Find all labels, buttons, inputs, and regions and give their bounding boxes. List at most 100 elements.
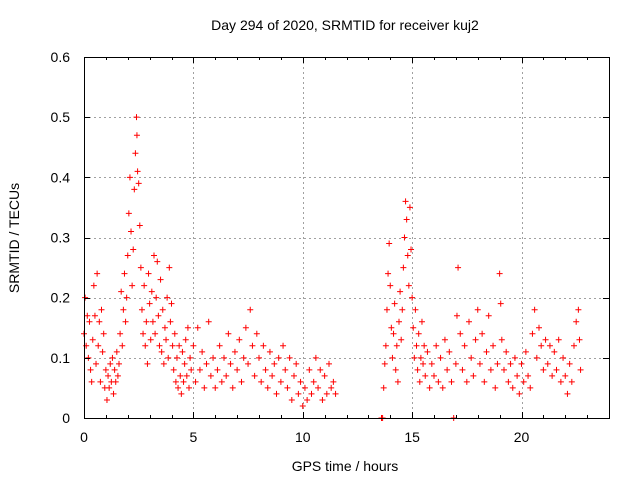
data-point: [463, 378, 470, 385]
data-point: [418, 318, 425, 325]
data-point: [100, 330, 107, 337]
data-point: [85, 354, 92, 361]
data-point: [494, 360, 501, 367]
data-point: [323, 390, 330, 397]
data-point: [426, 384, 433, 391]
data-point: [86, 318, 93, 325]
data-point: [446, 348, 453, 355]
data-point: [147, 336, 154, 343]
data-point: [264, 384, 271, 391]
data-point: [89, 336, 96, 343]
data-point: [288, 396, 295, 403]
data-point: [466, 318, 472, 325]
data-point: [490, 342, 497, 349]
data-point: [117, 330, 124, 337]
data-point: [154, 258, 161, 265]
data-point: [106, 384, 113, 391]
data-point: [133, 132, 140, 139]
data-point: [380, 384, 387, 391]
data-point: [229, 384, 236, 391]
data-point: [533, 354, 540, 361]
data-point: [441, 336, 448, 343]
data-point: [280, 342, 287, 349]
data-point: [266, 348, 273, 355]
data-point: [234, 366, 241, 373]
data-point: [165, 354, 172, 361]
data-point: [553, 366, 560, 373]
data-point: [398, 336, 405, 343]
data-point: [134, 168, 141, 175]
data-point: [133, 114, 140, 121]
data-point: [330, 378, 337, 385]
data-point: [223, 372, 230, 379]
data-point: [116, 360, 122, 367]
data-point: [388, 324, 395, 331]
data-point: [560, 354, 567, 361]
data-point: [536, 324, 542, 331]
data-point: [389, 354, 396, 361]
data-point: [141, 282, 148, 289]
data-point: [497, 300, 504, 307]
data-point: [457, 330, 464, 337]
data-point: [187, 354, 194, 361]
data-point: [249, 342, 256, 349]
data-point: [207, 372, 214, 379]
data-point: [109, 354, 116, 361]
data-point: [164, 294, 171, 301]
data-point: [415, 330, 422, 337]
data-point: [487, 366, 494, 373]
x-tick-labels: 0 5 10 15 20: [80, 429, 529, 445]
data-point: [136, 222, 143, 229]
data-point: [135, 180, 142, 187]
data-point: [152, 330, 159, 337]
data-point: [82, 294, 89, 301]
data-point: [151, 252, 157, 259]
data-point: [121, 270, 128, 277]
data-point: [421, 342, 428, 349]
data-point: [111, 366, 118, 373]
data-point: [256, 354, 262, 361]
data-point: [277, 378, 284, 385]
data-point: [110, 390, 117, 397]
data-point: [516, 390, 523, 397]
x-tick-label: 5: [189, 429, 197, 445]
data-point: [177, 372, 184, 379]
data-point: [126, 174, 133, 181]
x-tick-label: 0: [80, 429, 88, 445]
x-tick-label: 15: [404, 429, 420, 445]
data-point: [273, 390, 280, 397]
data-point: [408, 246, 415, 253]
data-point: [262, 366, 269, 373]
data-point: [225, 330, 232, 337]
data-point: [99, 348, 106, 355]
data-point: [470, 372, 477, 379]
data-point: [297, 378, 304, 385]
data-point: [527, 384, 534, 391]
data-point: [405, 282, 412, 289]
data-point: [190, 342, 197, 349]
data-point: [88, 378, 95, 385]
data-point: [453, 312, 460, 319]
data-point: [269, 372, 276, 379]
data-point: [94, 270, 101, 277]
data-point: [107, 360, 114, 367]
data-point: [155, 312, 162, 319]
data-point: [142, 342, 149, 349]
data-point: [112, 378, 119, 385]
data-point: [188, 366, 195, 373]
data-point: [113, 348, 120, 355]
data-point: [146, 300, 153, 307]
data-point: [551, 348, 558, 355]
data-point: [299, 402, 306, 409]
data-point: [203, 360, 210, 367]
y-tick-label: 0.1: [51, 350, 71, 366]
data-point: [158, 348, 165, 355]
data-point: [386, 240, 393, 247]
data-point: [103, 396, 110, 403]
data-point: [114, 372, 121, 379]
data-point: [568, 378, 575, 385]
data-point: [481, 378, 488, 385]
data-point: [87, 366, 94, 373]
data-point: [387, 282, 394, 289]
data-point: [390, 330, 397, 337]
